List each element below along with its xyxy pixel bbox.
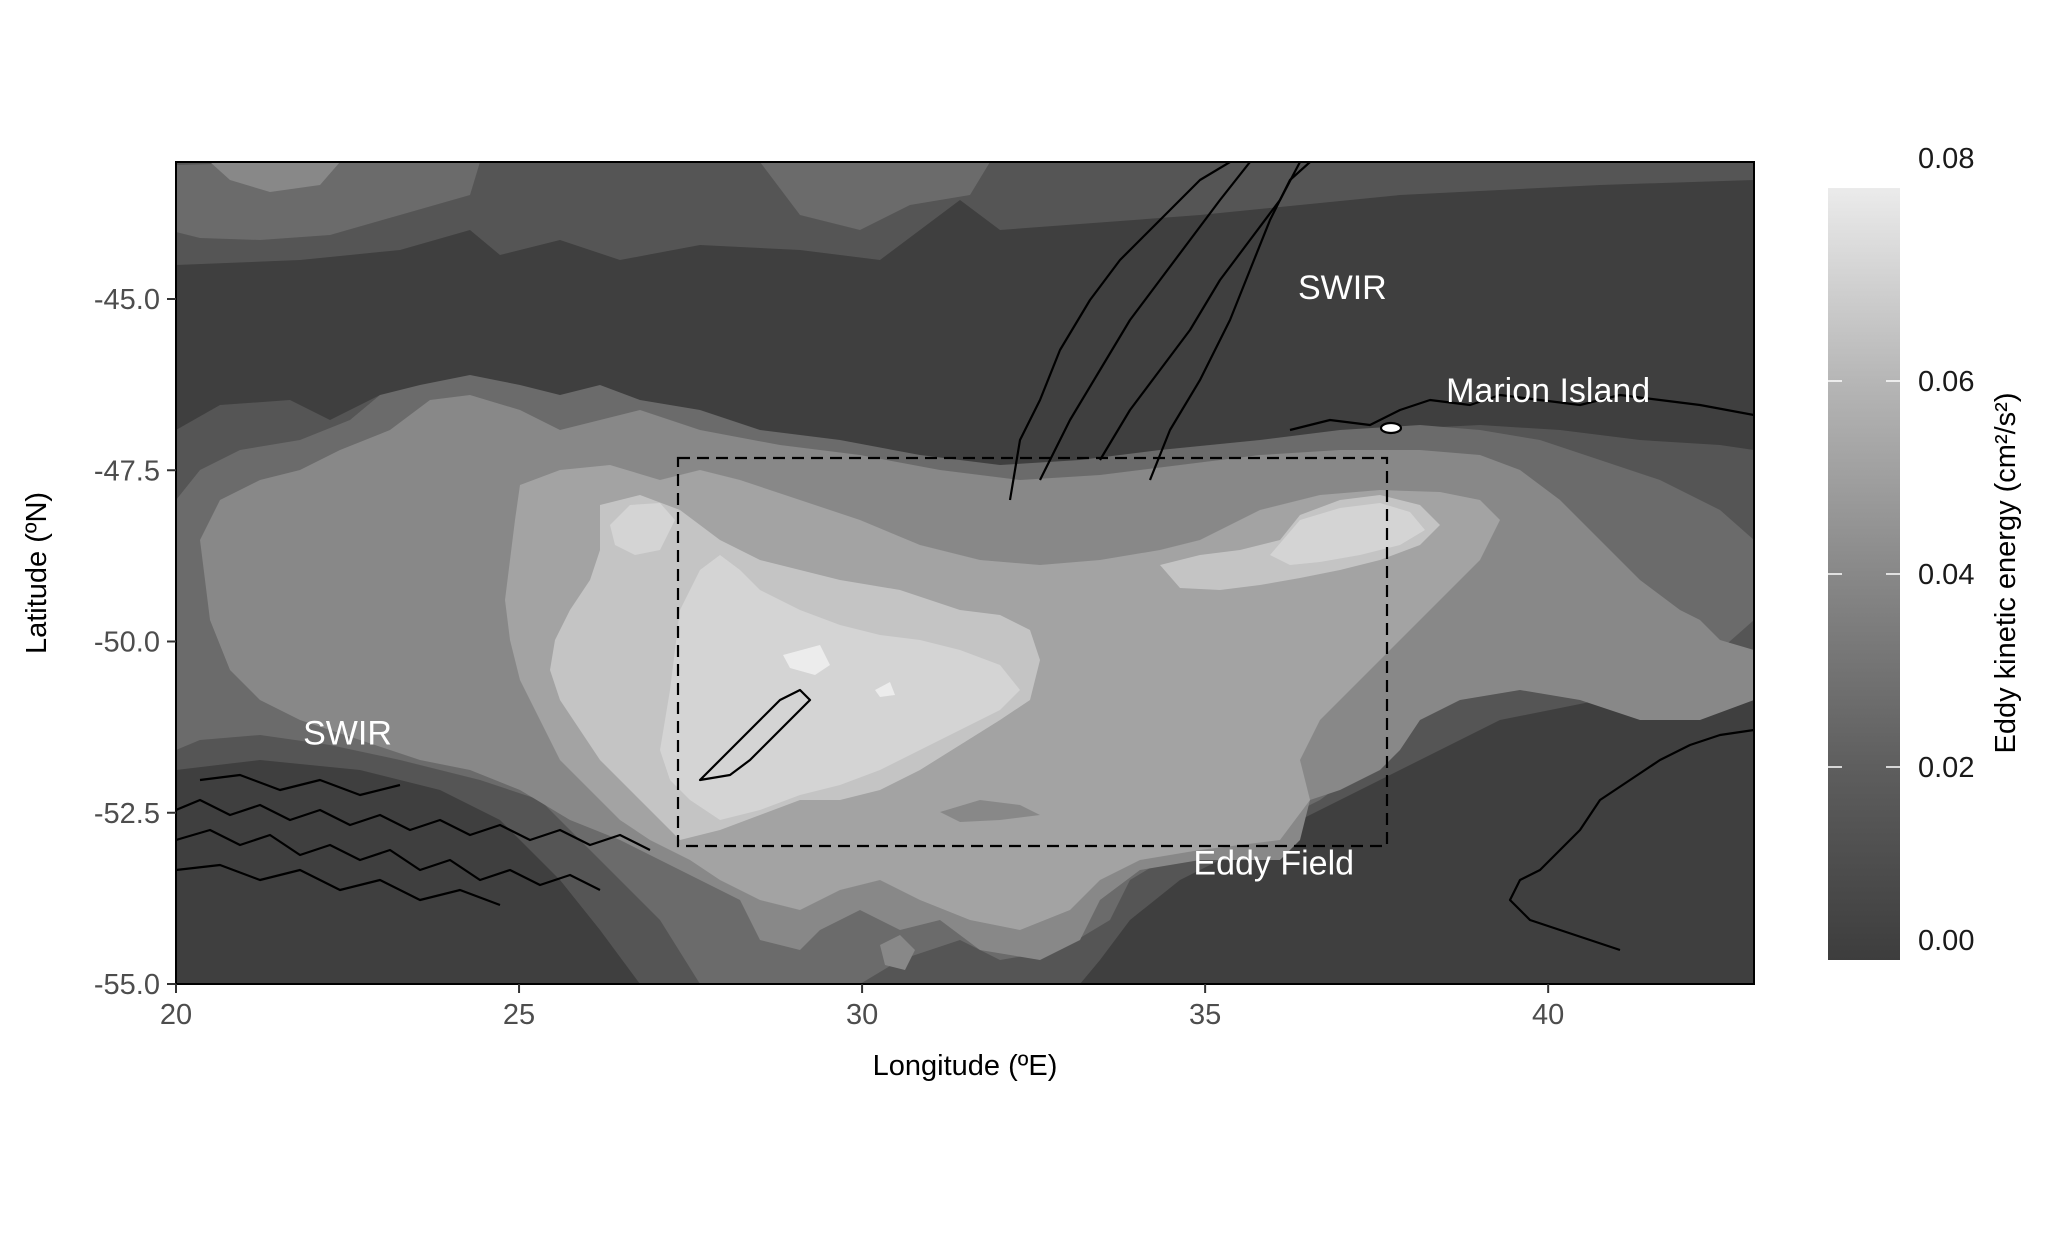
- y-axis: -45.0 -47.5 -50.0 -52.5 -55.0: [94, 284, 176, 1001]
- level-7-small-peak: [875, 682, 895, 697]
- level-7-peak: [783, 645, 830, 675]
- map-panel: [176, 162, 1754, 984]
- y-tick-label: -55.0: [94, 969, 160, 1001]
- map-annotation: Eddy Field: [1193, 844, 1354, 882]
- y-tick-label: -45.0: [94, 284, 160, 316]
- y-tick-label: -52.5: [94, 798, 160, 830]
- colorbar-tick-label: 0.02: [1918, 752, 1974, 784]
- x-tick-label: 25: [503, 999, 535, 1031]
- y-axis-title: Latitude (ºN): [21, 492, 53, 654]
- x-tick-label: 40: [1532, 999, 1564, 1031]
- level-2-northeast-patch: [760, 162, 990, 230]
- plot-frame: [175, 161, 1755, 985]
- ridge-ne-contour-3: [1099, 162, 1301, 461]
- x-axis-title: Longitude (ºE): [873, 1050, 1058, 1082]
- swir-west-contour-1: [176, 798, 651, 851]
- colorbar: 0.00 0.02 0.04 0.06 0.08: [1828, 143, 1974, 960]
- x-tick-label: 30: [846, 999, 878, 1031]
- level-3-patch-south: [940, 800, 1040, 822]
- marion-island: [1379, 421, 1403, 435]
- colorbar-tick-label: 0.06: [1918, 366, 1974, 398]
- swir-west-contour-2: [176, 828, 601, 891]
- y-tick-label: -47.5: [94, 455, 160, 487]
- swir-west-contour-3: [176, 863, 501, 907]
- southeast-contour: [1508, 728, 1754, 952]
- y-tick-label: -50.0: [94, 627, 160, 659]
- ridge-ne-contour-1: [1008, 162, 1231, 501]
- ridge-ne-contour-2: [1039, 162, 1251, 481]
- ridge-ne-contour-4: [1148, 162, 1311, 481]
- level-6-west-spot: [610, 503, 675, 555]
- colorbar-tick-label: 0.00: [1918, 925, 1974, 957]
- ridge-central-contour: [698, 688, 812, 782]
- map-labels: SWIR SWIR Marion Island Eddy Field: [303, 269, 1650, 882]
- map-annotation: SWIR: [1298, 269, 1387, 307]
- map-annotation: Marion Island: [1446, 372, 1650, 410]
- eddy-field-box: [676, 456, 1389, 848]
- bathymetry-contours: [176, 162, 1754, 952]
- swir-west-contour-4: [199, 773, 401, 797]
- x-tick-label: 35: [1189, 999, 1221, 1031]
- level-3-northwest-spot: [210, 162, 340, 192]
- marion-shelf-contour: [1289, 393, 1754, 432]
- x-tick-label: 20: [160, 999, 192, 1031]
- colorbar-title: Eddy kinetic energy (cm²/s²): [1990, 393, 2022, 754]
- colorbar-tick-label: 0.04: [1918, 559, 1974, 591]
- level-1-northern-band: [176, 162, 1754, 265]
- colorbar-tick-label: 0.08: [1918, 143, 1974, 175]
- map-annotation: SWIR: [303, 714, 392, 752]
- x-axis: 20 25 30 35 40: [160, 984, 1564, 1031]
- level-6-central-core: [660, 555, 1020, 820]
- level-3-patch-southwest: [880, 935, 915, 970]
